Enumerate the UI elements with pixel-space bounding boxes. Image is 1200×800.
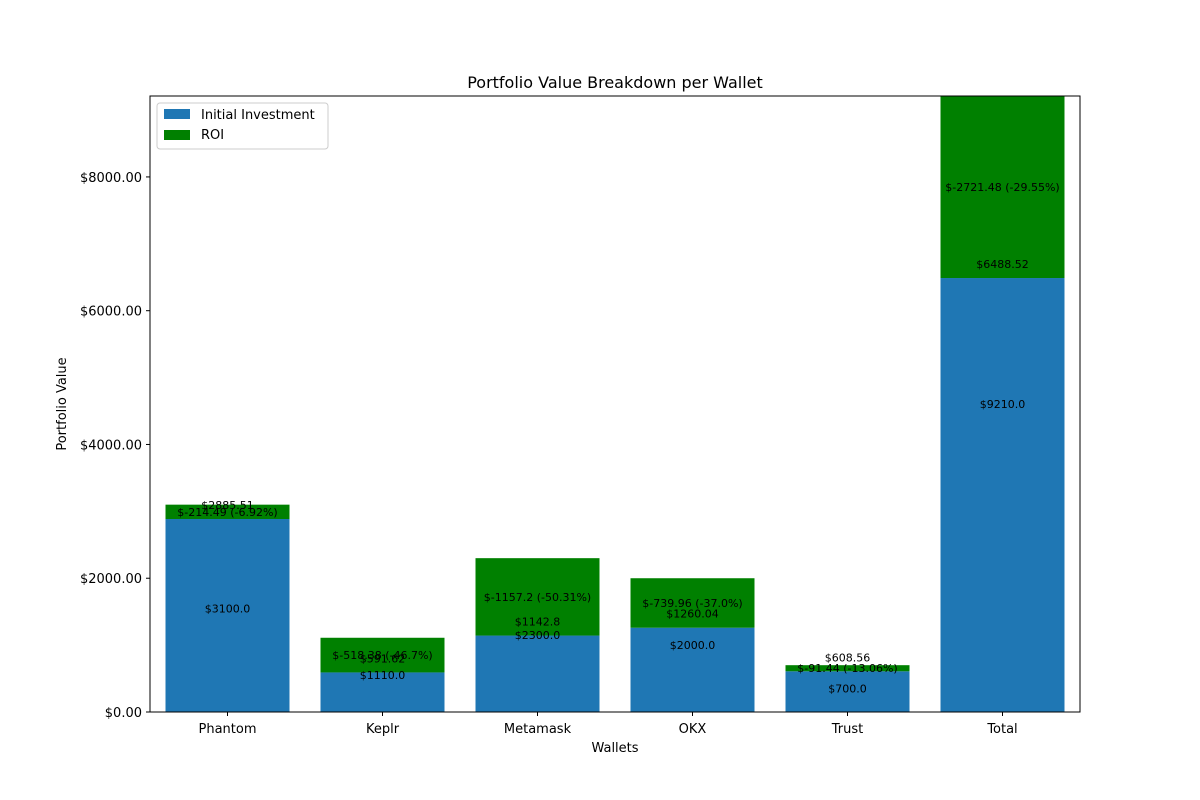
bar-label-initial-investment: $700.0 <box>828 683 867 696</box>
y-axis-label: Portfolio Value <box>55 357 70 450</box>
legend-box <box>156 102 329 150</box>
legend-swatch-roi <box>164 130 190 140</box>
bar-label-current-value: $2885.51 <box>201 499 254 512</box>
bar-initial-investment <box>165 519 290 712</box>
y-tick-label: $4000.00 <box>80 438 142 453</box>
x-tick-label: OKX <box>679 722 707 737</box>
bar-roi <box>165 504 290 520</box>
x-tick-label: Phantom <box>199 722 257 737</box>
bar-label-roi: $-214.49 (-6.92%) <box>177 506 277 519</box>
x-tick-label: Metamask <box>504 722 572 737</box>
bars-layer <box>165 96 1065 712</box>
bar-roi <box>630 578 755 628</box>
bar-label-roi: $-518.38 (-46.7%) <box>332 649 432 662</box>
bar-label-current-value: $608.56 <box>825 651 871 664</box>
y-axis: $0.00 $2000.00 $4000.00 $6000.00 $8000.00 <box>80 171 150 721</box>
bar-initial-investment <box>630 627 755 712</box>
chart-title: Portfolio Value Breakdown per Wallet <box>467 73 763 92</box>
y-tick-label: $6000.00 <box>80 305 142 320</box>
y-tick-label: $8000.00 <box>80 171 142 186</box>
bar-label-initial-investment: $9210.0 <box>980 398 1026 411</box>
bar-label-roi: $-2721.48 (-29.55%) <box>945 181 1059 194</box>
bar-label-initial-investment: $1110.0 <box>360 669 406 682</box>
legend-label-initial-investment: Initial Investment <box>201 108 315 123</box>
legend-label-roi: ROI <box>201 128 224 143</box>
bar-initial-investment <box>475 635 600 712</box>
bar-roi <box>475 558 600 636</box>
bar-roi <box>320 637 445 673</box>
x-axis: Phantom Keplr Metamask OKX Trust Total <box>199 712 1018 737</box>
y-tick-label: $2000.00 <box>80 572 142 587</box>
x-axis-label: Wallets <box>591 741 638 756</box>
bar-initial-investment <box>940 278 1065 712</box>
x-tick-label: Total <box>986 722 1017 737</box>
legend-swatch-initial-investment <box>164 109 190 119</box>
data-labels-layer: $3100.0 $-214.49 (-6.92%)$2885.51 $1110.0 $… <box>177 181 1059 696</box>
bar-label-roi: $-91.44 (-13.06%) <box>797 662 897 675</box>
bar-label-initial-investment: $2300.0 <box>515 629 561 642</box>
bar-roi <box>940 96 1065 279</box>
bar-label-current-value: $6488.52 <box>976 258 1029 271</box>
y-tick-label: $0.00 <box>105 706 142 721</box>
x-tick-label: Trust <box>831 722 863 737</box>
bar-label-initial-investment: $3100.0 <box>205 602 251 615</box>
bar-label-roi: $-739.96 (-37.0%) <box>642 597 742 610</box>
bar-initial-investment <box>785 671 910 712</box>
bar-roi <box>785 665 910 672</box>
legend: Initial Investment ROI <box>156 102 329 150</box>
bar-label-initial-investment: $2000.0 <box>670 639 716 652</box>
bar-label-roi: $-1157.2 (-50.31%) <box>484 591 591 604</box>
x-tick-label: Keplr <box>366 722 400 737</box>
bar-label-current-value: $1260.04 <box>666 608 719 621</box>
bar-label-current-value: $1142.8 <box>515 616 561 629</box>
plot-frame <box>149 95 1081 713</box>
bar-label-current-value: $591.62 <box>360 652 406 665</box>
bar-initial-investment <box>320 672 445 712</box>
